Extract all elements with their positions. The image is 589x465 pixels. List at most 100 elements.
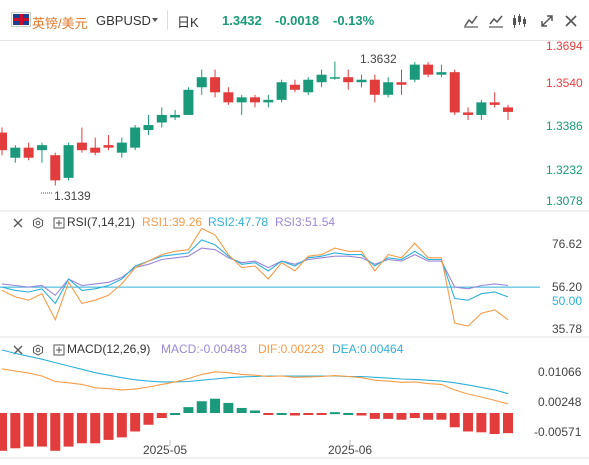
time-axis-tick: 2025-05 xyxy=(143,443,188,457)
flag-icon xyxy=(12,13,30,26)
candle-body xyxy=(250,97,260,103)
candle-body xyxy=(369,79,380,95)
candle-body xyxy=(276,82,287,100)
macd-axis-tick: 0.00248 xyxy=(538,395,582,409)
plus-box-icon[interactable] xyxy=(53,216,65,229)
expand-icon[interactable] xyxy=(538,12,556,30)
macd-histogram-bar xyxy=(329,412,340,415)
dif-line xyxy=(1,368,509,405)
macd-histogram-bar xyxy=(316,413,327,415)
plus-box-icon[interactable] xyxy=(53,343,65,356)
macd-histogram-bar xyxy=(143,413,154,425)
candle-body xyxy=(383,82,394,95)
candle-body xyxy=(156,114,167,123)
rsi1-line xyxy=(1,227,509,327)
collapse-pane-icon[interactable] xyxy=(12,216,24,228)
price-change: -0.0018 xyxy=(275,13,320,28)
candle-body xyxy=(23,147,34,158)
macd-axis-tick: 0.01066 xyxy=(538,365,582,379)
candle-body xyxy=(263,99,274,103)
macd-histogram-bar xyxy=(210,398,221,413)
macd-histogram-bar xyxy=(369,413,380,419)
candle-body xyxy=(76,142,87,151)
candle-body xyxy=(116,142,127,153)
chevron-down-icon[interactable] xyxy=(152,18,158,22)
macd-histogram-bar xyxy=(343,413,354,415)
chart-header: 英镑/美元 GBPUSD 日K 1.3432 -0.0018 -0.13% xyxy=(0,0,589,41)
candle-type-icon[interactable] xyxy=(510,12,528,30)
candle-body xyxy=(36,145,47,151)
candle-body xyxy=(423,64,434,75)
price-axis-tick: 1.3540 xyxy=(546,76,583,90)
macd-histogram-bar xyxy=(23,413,34,447)
macd-histogram-bar xyxy=(356,413,367,416)
candle-body xyxy=(143,125,154,131)
candle-body xyxy=(503,107,513,112)
macd-histogram-bar xyxy=(183,407,194,413)
candle-body xyxy=(343,77,354,83)
macd-histogram-bar xyxy=(436,413,447,420)
candle-body xyxy=(10,147,21,158)
rsi-axis-tick: 76.62 xyxy=(552,237,583,251)
candle-body xyxy=(356,79,367,83)
settings-icon[interactable] xyxy=(32,343,44,356)
macd-histogram-bar xyxy=(130,413,141,432)
macd-histogram-bar xyxy=(503,413,513,434)
rsi1-value: RSI1:39.26 xyxy=(142,215,203,229)
settings-icon[interactable] xyxy=(32,216,44,229)
price-axis-tick: 1.3232 xyxy=(546,163,583,177)
price-axis-tick: 1.3386 xyxy=(546,119,583,133)
compare-icon[interactable] xyxy=(487,12,505,30)
macd-histogram-bar xyxy=(476,413,487,433)
rsi-axis-tick: 56.20 xyxy=(552,280,583,294)
macd-histogram-bar xyxy=(289,413,300,416)
macd-histogram-bar xyxy=(103,413,114,440)
macd-histogram-bar xyxy=(0,413,7,451)
divider xyxy=(167,10,168,30)
macd-histogram-bar xyxy=(236,407,247,413)
high-annotation: 1.3632 xyxy=(360,52,397,66)
candle-body xyxy=(409,64,420,80)
macd-histogram-bar xyxy=(196,401,207,413)
close-icon[interactable] xyxy=(562,12,580,30)
rsi2-value: RSI2:47.78 xyxy=(208,215,269,229)
dea-value: DEA:0.00464 xyxy=(332,342,404,356)
macd-histogram-bar xyxy=(303,413,314,415)
indicator-icon[interactable] xyxy=(462,12,480,30)
macd-axis-tick: -0.00571 xyxy=(534,425,582,439)
macd-histogram-bar xyxy=(50,413,61,451)
rsi3-value: RSI3:51.54 xyxy=(275,215,336,229)
candle-body xyxy=(436,72,447,75)
macd-histogram-bar xyxy=(116,413,127,438)
candle-body xyxy=(396,82,407,85)
dif-value: DIF:0.00223 xyxy=(258,342,325,356)
rsi-label: RSI(7,14,21) xyxy=(67,215,136,229)
candle-body xyxy=(90,147,101,153)
candle-body xyxy=(196,77,207,88)
candle-body xyxy=(183,89,194,115)
candle-body xyxy=(476,102,487,115)
time-axis-tick: 2025-06 xyxy=(328,443,373,457)
symbol-code[interactable]: GBPUSD xyxy=(96,13,151,28)
macd-histogram-bar xyxy=(156,413,167,419)
candle-body xyxy=(0,132,7,151)
macd-histogram-bar xyxy=(223,402,234,413)
macd-histogram-bar xyxy=(383,413,394,419)
macd-value: MACD:-0.00483 xyxy=(161,342,248,356)
symbol-name[interactable]: 英镑/美元 xyxy=(32,16,88,31)
rsi3-line xyxy=(1,247,509,297)
candle-body xyxy=(210,77,221,93)
candle-body xyxy=(170,114,181,118)
low-annotation: 1.3139 xyxy=(54,189,91,203)
dea-line xyxy=(1,349,509,395)
macd-histogram-bar xyxy=(423,413,434,420)
interval-selector[interactable]: 日K xyxy=(177,15,199,30)
macd-histogram-bar xyxy=(276,413,287,415)
macd-histogram-bar xyxy=(76,413,87,444)
macd-histogram-bar xyxy=(489,413,500,434)
macd-histogram-bar xyxy=(409,413,420,419)
price-change-pct: -0.13% xyxy=(333,13,375,28)
rsi2-line xyxy=(1,239,509,305)
candle-body xyxy=(303,79,314,93)
